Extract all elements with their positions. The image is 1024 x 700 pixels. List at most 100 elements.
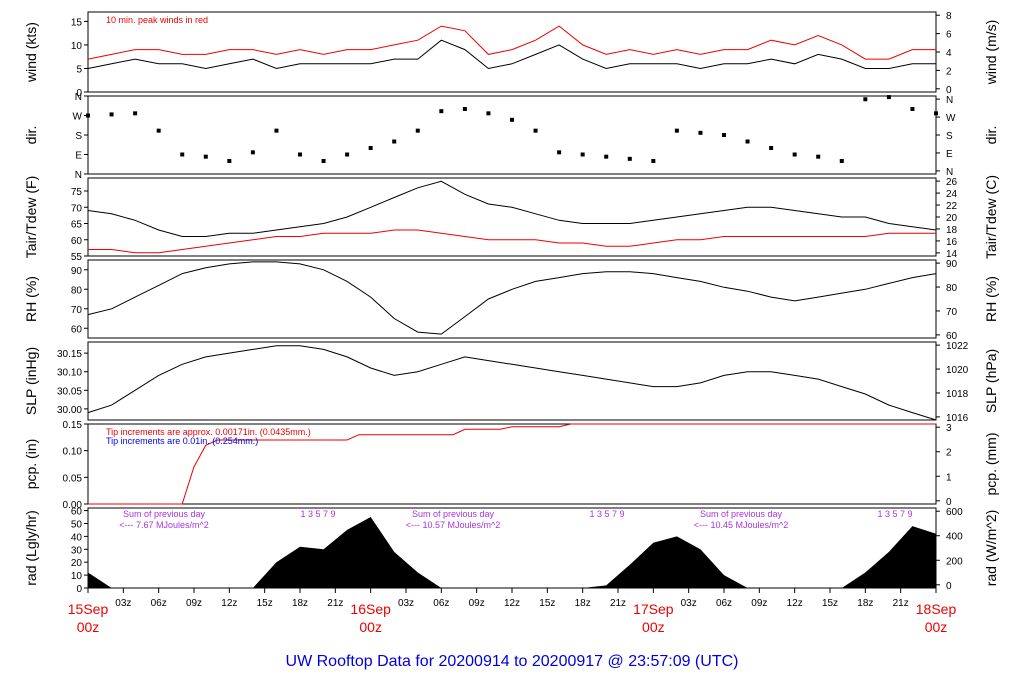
- y-axis-label-right: dir.: [983, 126, 999, 145]
- y-axis-label-left: Tair/Tdew (F): [23, 176, 39, 258]
- tick-label-left: 80: [71, 285, 83, 296]
- y-axis-label-left: dir.: [23, 126, 39, 145]
- data-point: [698, 130, 703, 135]
- tick-label-left: 0: [76, 88, 82, 99]
- tick-label-right: 70: [946, 307, 958, 318]
- tick-label-right: 400: [946, 532, 963, 543]
- tick-label-left: 0.15: [63, 420, 83, 431]
- panel-pcp: pcp. (in) pcp. (mm) 0.00 0.05 0.10 0.15 0 1 2 3 Ti…: [23, 420, 999, 511]
- hour-tick-label: 21z: [610, 598, 626, 609]
- series-line: [87, 261, 937, 335]
- tick-label-right: 3: [946, 423, 952, 434]
- y-axis-label-left: RH (%): [23, 276, 39, 322]
- tick-label-left: 55: [71, 252, 83, 263]
- tick-label-left: 30.00: [57, 405, 82, 416]
- date-label: 18Sep: [916, 601, 957, 617]
- tick-label-right: 16: [946, 237, 958, 248]
- tick-label-right: 60: [946, 331, 958, 342]
- hour-tick-label: 18z: [292, 598, 308, 609]
- tick-label-right: 0: [946, 85, 952, 96]
- data-point: [180, 152, 185, 157]
- tick-label-left: 60: [71, 324, 83, 335]
- panel-frame: [87, 177, 937, 257]
- sum-label-line2: <--- 7.67 MJoules/m^2: [119, 520, 209, 530]
- tick-label-right: E: [946, 149, 953, 160]
- tick-label-left: 75: [71, 187, 83, 198]
- hour-tick-label: 21z: [893, 598, 909, 609]
- y-axis-label-right: pcp. (mm): [983, 433, 999, 496]
- series-line: [88, 423, 936, 505]
- y-axis-label-left: rad (Lgly/hr): [23, 510, 39, 585]
- hour-tick-label: 15z: [822, 598, 838, 609]
- date-hour-label: 00z: [925, 619, 948, 635]
- tick-label-right: N: [946, 167, 953, 178]
- data-point: [486, 111, 491, 116]
- tick-label-right: N: [946, 95, 953, 106]
- hour-tick-label: 06z: [151, 598, 167, 609]
- sun-hour-ticks: 1 3 5 7 9: [589, 509, 624, 519]
- y-axis-label-right: RH (%): [983, 276, 999, 322]
- tick-label-right: 1018: [946, 389, 969, 400]
- tick-label-left: 0.05: [63, 473, 83, 484]
- tick-label-right: 600: [946, 507, 963, 518]
- data-point: [863, 97, 868, 102]
- panel-wind: wind (kts) wind (m/s) 0 5 10 15 0 2 4 6 8 10 min. p…: [23, 11, 999, 99]
- tick-label-left: 30.05: [57, 386, 82, 397]
- date-label: 17Sep: [633, 601, 674, 617]
- tick-label-left: N: [75, 92, 82, 103]
- tick-label-right: 14: [946, 249, 958, 260]
- date-hour-label: 00z: [77, 619, 100, 635]
- hour-tick-label: 12z: [787, 598, 803, 609]
- data-point: [580, 152, 585, 157]
- panel-frame: [87, 259, 937, 339]
- hour-tick-label: 18z: [857, 598, 873, 609]
- tick-label-left: 10: [71, 41, 83, 52]
- data-point: [250, 150, 255, 155]
- footer-title: UW Rooftop Data for 20200914 to 20200917…: [286, 653, 739, 670]
- tick-label-left: 65: [71, 220, 83, 231]
- tick-label-left: 40: [71, 532, 83, 543]
- tick-label-right: 90: [946, 259, 958, 270]
- tick-label-right: 26: [946, 177, 958, 188]
- sum-label-line1: Sum of previous day: [123, 509, 206, 519]
- tick-label-left: 30.15: [57, 349, 82, 360]
- tick-label-left: 50: [71, 519, 83, 530]
- data-point: [133, 111, 138, 116]
- data-point: [109, 112, 114, 117]
- panel-frame: [87, 507, 937, 589]
- data-point: [415, 128, 420, 133]
- tick-label-right: 0: [946, 581, 952, 592]
- data-point: [627, 156, 632, 161]
- sum-label-line2: <--- 10.57 MJoules/m^2: [406, 520, 501, 530]
- data-point: [792, 152, 797, 157]
- tick-label-left: 30: [71, 545, 83, 556]
- tick-label-right: W: [946, 113, 956, 124]
- hour-tick-label: 06z: [433, 598, 449, 609]
- tick-label-left: 0.00: [63, 500, 83, 511]
- tick-label-right: 24: [946, 189, 958, 200]
- y-axis-label-left: wind (kts): [23, 22, 39, 83]
- panel-frame: [87, 341, 937, 421]
- hour-tick-label: 09z: [751, 598, 767, 609]
- data-point: [886, 95, 891, 100]
- tick-label-right: 0: [946, 497, 952, 508]
- peak-winds-note: 10 min. peak winds in red: [106, 15, 208, 25]
- tick-label-left: 90: [71, 266, 83, 277]
- hour-tick-label: 18z: [575, 598, 591, 609]
- data-point: [274, 128, 279, 133]
- hour-tick-label: 03z: [115, 598, 131, 609]
- tick-label-left: 70: [71, 203, 83, 214]
- panel-frame: [87, 423, 937, 505]
- tip-note-red: Tip increments are approx. 0.00171in. (0…: [106, 427, 311, 437]
- data-point: [604, 154, 609, 159]
- hour-tick-label: 03z: [681, 598, 697, 609]
- tip-note-blue: Tip increments are 0.01in. (0.254mm.): [106, 436, 258, 446]
- tick-label-right: 22: [946, 201, 958, 212]
- tick-label-right: S: [946, 131, 953, 142]
- data-point: [533, 128, 538, 133]
- data-point: [651, 159, 656, 163]
- data-point: [439, 109, 444, 114]
- panel-rad: rad (Lgly/hr) rad (W/m^2)0102030405060020…: [23, 507, 999, 595]
